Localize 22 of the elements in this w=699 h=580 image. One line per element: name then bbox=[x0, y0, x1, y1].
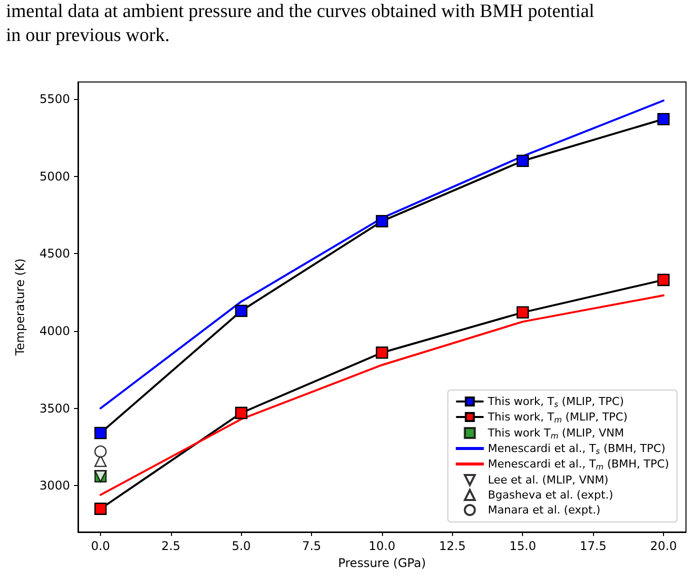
x-tick-label: 20.0 bbox=[650, 539, 677, 553]
legend-label: Bgasheva et al. (expt.) bbox=[488, 488, 614, 502]
legend-label: Manara et al. (expt.) bbox=[488, 504, 600, 516]
text: in our previous work. bbox=[6, 25, 170, 46]
y-tick-label: 3500 bbox=[39, 401, 70, 416]
y-tick-label: 4000 bbox=[39, 324, 70, 338]
y-tick-label: 5500 bbox=[39, 92, 70, 106]
x-tick-label: 7.5 bbox=[302, 539, 322, 553]
x-tick-label: 15.0 bbox=[509, 539, 536, 553]
x-tick-label: 10.0 bbox=[368, 539, 396, 553]
y-tick-label: 4500 bbox=[39, 246, 70, 261]
text: imental data at ambient pressure and the curves obtained with BMH potential bbox=[6, 1, 594, 22]
legend-label: Lee et al. (MLIP, VNM) bbox=[488, 474, 608, 486]
x-tick-label: 5.0 bbox=[232, 539, 251, 553]
x-tick-label: 12.5 bbox=[439, 539, 466, 553]
x-tick-label: 2.5 bbox=[161, 539, 180, 553]
y-axis-title: Temperature (K) bbox=[13, 258, 27, 357]
x-axis-title: Pressure (GPa) bbox=[338, 556, 426, 570]
x-tick-label: 17.5 bbox=[580, 539, 606, 553]
y-tick-label: 3000 bbox=[39, 478, 70, 493]
x-tick-label: 0.0 bbox=[90, 539, 110, 553]
y-tick-label: 5000 bbox=[39, 169, 70, 184]
